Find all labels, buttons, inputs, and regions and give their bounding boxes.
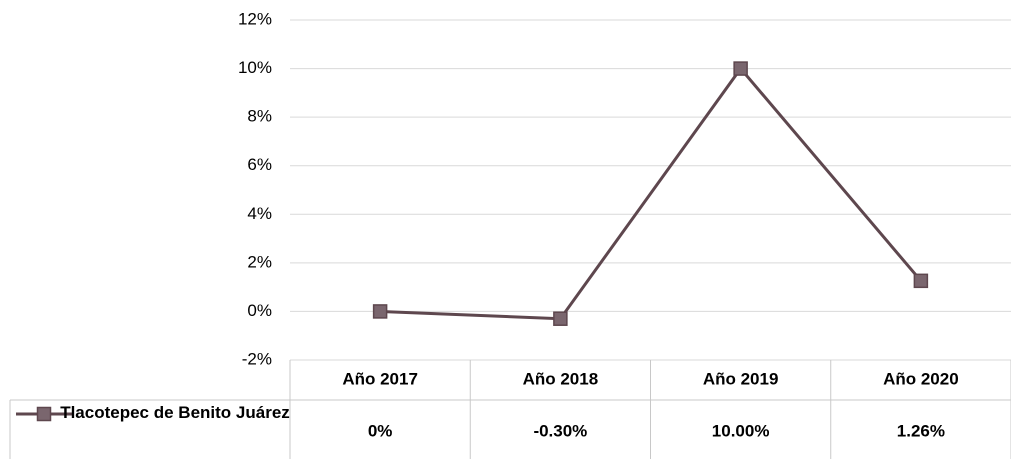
x-tick-label: Año 2017 xyxy=(342,369,418,388)
series-name: Tlacotepec de Benito Juárez xyxy=(60,403,290,422)
value-label: 1.26% xyxy=(897,421,945,440)
series-line xyxy=(380,66,923,321)
data-table-borders xyxy=(9,399,1011,459)
value-label: 0% xyxy=(368,421,393,440)
marker xyxy=(913,273,929,289)
x-tick-label: Año 2018 xyxy=(523,369,599,388)
value-label: -0.30% xyxy=(533,421,587,440)
y-tick-label: 6% xyxy=(247,155,272,174)
y-tick-label: 8% xyxy=(247,107,272,126)
marker xyxy=(553,311,568,326)
y-tick-label: 2% xyxy=(247,252,272,271)
y-tick-label: 10% xyxy=(238,58,272,77)
y-tick-label: 4% xyxy=(247,204,272,223)
y-tick-label: -2% xyxy=(242,349,272,368)
x-tick-label: Año 2019 xyxy=(703,369,779,388)
y-tick-label: 0% xyxy=(247,301,272,320)
y-tick-label: 12% xyxy=(238,9,272,28)
marker xyxy=(733,61,748,76)
legend-marker xyxy=(36,406,52,422)
marker xyxy=(372,304,388,319)
x-tick-label: Año 2020 xyxy=(883,369,959,388)
value-label: 10.00% xyxy=(712,421,770,440)
